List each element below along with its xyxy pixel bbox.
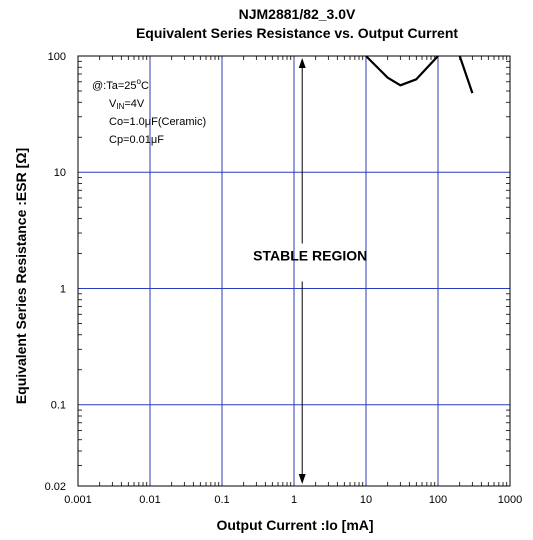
x-tick-label: 0.01 bbox=[139, 494, 160, 506]
y-tick-label: 10 bbox=[54, 167, 66, 179]
condition-line: VIN=4V bbox=[109, 98, 145, 111]
x-tick-label: 100 bbox=[429, 494, 447, 506]
chart-subtitle: Equivalent Series Resistance vs. Output … bbox=[136, 25, 458, 41]
x-tick-labels: 0.001 0.01 0.1 1 10 100 1000 bbox=[64, 494, 522, 506]
arrow-up-head bbox=[298, 58, 306, 68]
y-tick-label: 1 bbox=[60, 283, 66, 295]
plot-frame bbox=[77, 55, 511, 487]
arrow-down-head bbox=[298, 474, 306, 484]
stable-region-label: STABLE REGION bbox=[253, 248, 367, 264]
grid-lines bbox=[78, 56, 510, 486]
stable-region-annotation: STABLE REGION bbox=[253, 58, 367, 484]
minor-ticks bbox=[78, 56, 510, 486]
series-line bbox=[365, 55, 439, 87]
condition-line: Cp=0.01μF bbox=[109, 134, 164, 146]
x-tick-label: 0.1 bbox=[214, 494, 229, 506]
y-tick-label: 0.02 bbox=[45, 481, 66, 493]
x-tick-label: 1 bbox=[291, 494, 297, 506]
x-tick-label: 10 bbox=[360, 494, 372, 506]
x-tick-label: 1000 bbox=[498, 494, 522, 506]
chart-title: NJM2881/82_3.0V bbox=[239, 6, 356, 22]
series-line bbox=[458, 55, 474, 94]
y-tick-label: 0.1 bbox=[51, 400, 66, 412]
y-tick-label: 100 bbox=[48, 51, 66, 63]
y-axis-label: Equivalent Series Resistance :ESR [Ω] bbox=[13, 148, 29, 404]
x-tick-label: 0.001 bbox=[64, 494, 92, 506]
condition-line: Co=1.0μF(Ceramic) bbox=[109, 116, 206, 128]
x-axis-label: Output Current :Io [mA] bbox=[216, 517, 373, 533]
y-tick-labels: 0.02 0.1 1 10 100 bbox=[45, 51, 66, 493]
condition-line: @:Ta=25oC bbox=[92, 77, 149, 92]
series-group bbox=[365, 55, 474, 94]
test-conditions: @:Ta=25oC VIN=4V Co=1.0μF(Ceramic) Cp=0.01μ… bbox=[92, 77, 206, 146]
